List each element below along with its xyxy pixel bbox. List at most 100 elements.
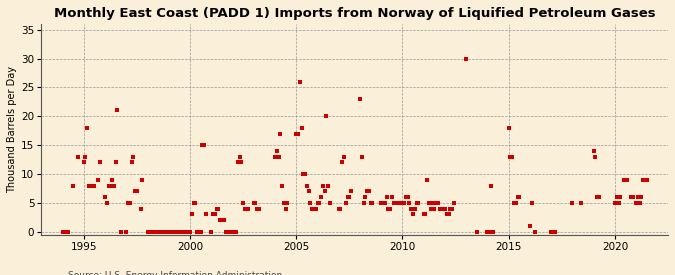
Point — [73, 155, 84, 159]
Point — [215, 218, 225, 222]
Text: Source: U.S. Energy Information Administration: Source: U.S. Energy Information Administ… — [68, 271, 281, 275]
Point — [388, 201, 399, 205]
Point — [229, 230, 240, 234]
Point — [170, 230, 181, 234]
Title: Monthly East Coast (PADD 1) Imports from Norway of Liquified Petroleum Gases: Monthly East Coast (PADD 1) Imports from… — [54, 7, 655, 20]
Point — [208, 212, 219, 217]
Point — [342, 195, 353, 199]
Point — [92, 178, 103, 182]
Point — [592, 195, 603, 199]
Point — [128, 155, 138, 159]
Point — [190, 201, 200, 205]
Point — [439, 207, 450, 211]
Point — [305, 201, 316, 205]
Point — [507, 155, 518, 159]
Point — [146, 230, 157, 234]
Point — [321, 114, 332, 119]
Point — [222, 230, 233, 234]
Point — [110, 160, 121, 165]
Point — [436, 207, 447, 211]
Point — [399, 201, 410, 205]
Point — [137, 178, 148, 182]
Point — [524, 224, 535, 228]
Point — [367, 201, 378, 205]
Point — [335, 207, 346, 211]
Point — [254, 207, 265, 211]
Point — [223, 230, 234, 234]
Point — [101, 201, 112, 205]
Point — [78, 160, 89, 165]
Point — [319, 189, 330, 194]
Point — [365, 201, 376, 205]
Point — [316, 195, 327, 199]
Point — [445, 207, 456, 211]
Point — [149, 230, 160, 234]
Point — [211, 207, 222, 211]
Point — [153, 230, 163, 234]
Point — [174, 230, 185, 234]
Point — [296, 126, 307, 130]
Point — [364, 189, 375, 194]
Point — [510, 201, 521, 205]
Point — [339, 155, 350, 159]
Point — [425, 207, 436, 211]
Point — [181, 230, 192, 234]
Point — [410, 207, 421, 211]
Point — [310, 207, 321, 211]
Point — [123, 201, 134, 205]
Point — [641, 178, 652, 182]
Point — [277, 183, 288, 188]
Point — [376, 201, 387, 205]
Point — [632, 195, 643, 199]
Point — [314, 201, 325, 205]
Point — [100, 195, 111, 199]
Point — [121, 230, 132, 234]
Point — [217, 218, 227, 222]
Point — [232, 160, 243, 165]
Point — [420, 212, 431, 217]
Point — [402, 195, 413, 199]
Point — [192, 230, 202, 234]
Point — [337, 160, 348, 165]
Point — [109, 183, 119, 188]
Point — [240, 207, 250, 211]
Point — [576, 201, 587, 205]
Point — [279, 201, 290, 205]
Point — [112, 108, 123, 113]
Point — [197, 143, 208, 147]
Point — [362, 189, 373, 194]
Point — [298, 172, 308, 176]
Point — [340, 201, 351, 205]
Point — [567, 201, 578, 205]
Point — [406, 207, 416, 211]
Point — [243, 207, 254, 211]
Point — [509, 201, 520, 205]
Point — [630, 201, 641, 205]
Point — [89, 183, 100, 188]
Point — [160, 230, 171, 234]
Point — [627, 195, 638, 199]
Point — [381, 195, 392, 199]
Point — [300, 172, 310, 176]
Point — [482, 230, 493, 234]
Point — [271, 149, 282, 153]
Point — [377, 201, 388, 205]
Point — [142, 230, 153, 234]
Point — [461, 56, 472, 61]
Point — [157, 230, 167, 234]
Point — [401, 195, 412, 199]
Point — [418, 212, 429, 217]
Point — [408, 212, 418, 217]
Point — [413, 201, 424, 205]
Point — [615, 195, 626, 199]
Point — [303, 189, 314, 194]
Point — [589, 149, 599, 153]
Point — [273, 155, 284, 159]
Point — [236, 160, 247, 165]
Point — [427, 201, 438, 205]
Point — [317, 183, 328, 188]
Point — [180, 230, 190, 234]
Point — [231, 230, 242, 234]
Point — [618, 178, 629, 182]
Point — [234, 155, 245, 159]
